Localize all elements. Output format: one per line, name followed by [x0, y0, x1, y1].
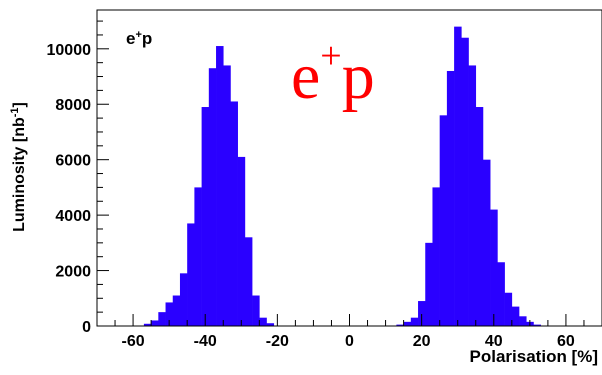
small-beam-label: e+p — [126, 29, 152, 48]
x-axis-label: Polarisation [%] — [470, 347, 598, 366]
histogram-bar — [223, 65, 231, 326]
histogram-bar — [209, 68, 217, 326]
histogram-bar — [476, 107, 484, 326]
y-tick-label: 4000 — [55, 208, 91, 225]
x-tick-label: -20 — [266, 333, 289, 350]
y-tick-label: 2000 — [55, 264, 91, 281]
histogram-bar — [180, 273, 188, 326]
big-beam-label: e+p — [291, 35, 375, 113]
histogram-bar — [497, 262, 505, 326]
histogram-bar — [173, 296, 181, 326]
histogram-bar — [187, 223, 195, 326]
x-tick-label: 20 — [413, 333, 431, 350]
histogram-bar — [230, 101, 238, 326]
histogram-bar — [512, 307, 520, 326]
histogram-bar — [490, 210, 498, 326]
histogram-bar — [252, 296, 260, 326]
histogram-bar — [461, 38, 469, 326]
histogram-bar — [469, 65, 477, 326]
x-tick-label: 0 — [345, 333, 354, 350]
histogram-bar — [238, 157, 246, 326]
y-tick-label: 8000 — [55, 97, 91, 114]
histogram-bar — [194, 187, 202, 326]
histogram-bar — [245, 237, 253, 326]
histogram-bar — [454, 27, 462, 326]
x-tick-label: -40 — [194, 333, 217, 350]
histogram-bar — [447, 71, 455, 326]
histogram-bar — [151, 320, 159, 326]
histogram-bar — [216, 46, 224, 326]
histogram-bar — [411, 318, 419, 326]
histogram-bar — [404, 322, 412, 326]
histogram-bar — [432, 187, 440, 326]
histogram-bar — [505, 293, 513, 326]
y-tick-label: 0 — [82, 319, 91, 336]
histogram-bar — [202, 107, 210, 326]
y-axis-label: Luminosity [nb-1] — [9, 102, 28, 232]
histogram-bar — [425, 243, 433, 326]
y-tick-label: 10000 — [47, 42, 92, 59]
histogram-bar — [158, 312, 166, 326]
histogram-bar — [519, 316, 527, 326]
histogram-bar — [259, 318, 267, 326]
x-tick-label: -60 — [122, 333, 145, 350]
histogram-bar — [483, 160, 491, 326]
y-tick-label: 6000 — [55, 153, 91, 170]
histogram-bar — [440, 115, 448, 326]
